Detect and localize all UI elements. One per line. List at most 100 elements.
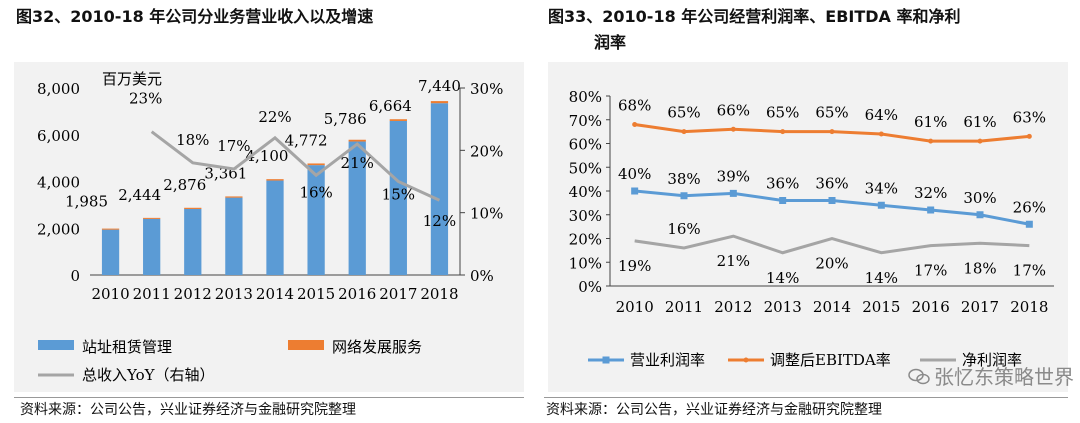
left-source-divider xyxy=(14,397,524,398)
bar-total-label: 1,985 xyxy=(65,193,108,211)
y-tick-label: 2,000 xyxy=(37,220,80,238)
y-tick-label: 40% xyxy=(569,183,602,201)
x-tick-label: 2012 xyxy=(714,298,752,316)
x-tick-label: 2015 xyxy=(297,285,335,303)
x-tick-label: 2014 xyxy=(256,285,294,303)
legend-marker-ebitda-margin xyxy=(743,357,749,363)
y-tick-label: 4,000 xyxy=(37,174,80,192)
x-tick-label: 2011 xyxy=(665,298,703,316)
left-figure-title: 图32、2010-18 年公司分业务营业收入以及增速 xyxy=(16,7,374,26)
bar-network-services xyxy=(225,196,243,198)
x-tick-label: 2010 xyxy=(616,298,654,316)
x-tick-label: 2010 xyxy=(91,285,129,303)
x-tick-label: 2013 xyxy=(215,285,253,303)
net-margin-label: 16% xyxy=(667,220,700,238)
yoy-label: 18% xyxy=(176,131,209,149)
ebitda-margin-marker xyxy=(730,126,736,132)
bar-network-services xyxy=(184,207,202,209)
y-tick-label: 8,000 xyxy=(37,80,80,98)
bar-site-leasing xyxy=(143,218,161,275)
bar-site-leasing xyxy=(430,103,449,275)
bar-total-label: 3,361 xyxy=(204,164,247,182)
operating-margin-label: 38% xyxy=(667,170,700,188)
bar-site-leasing xyxy=(307,165,325,275)
ebitda-margin-label: 65% xyxy=(766,104,799,122)
x-tick-label: 2013 xyxy=(764,298,802,316)
ebitda-margin-label: 64% xyxy=(865,106,898,124)
unit-label: 百万美元 xyxy=(102,70,162,88)
bar-site-leasing xyxy=(101,229,120,275)
operating-margin-label: 30% xyxy=(963,189,996,207)
bar-network-services xyxy=(430,101,449,104)
operating-margin-marker xyxy=(631,187,639,195)
bar-site-leasing xyxy=(225,197,243,275)
bar-network-services xyxy=(307,163,325,166)
ebitda-margin-marker xyxy=(977,138,983,144)
yoy-label: 23% xyxy=(129,90,162,108)
bar-site-leasing xyxy=(348,141,366,275)
net-margin-line xyxy=(634,234,1030,255)
bar-total-label: 6,664 xyxy=(369,97,412,115)
operating-margin-marker xyxy=(927,206,935,214)
net-margin-label: 19% xyxy=(618,257,651,275)
net-margin-label: 14% xyxy=(766,269,799,287)
legend-label-yoy: 总收入YoY（右轴） xyxy=(82,366,215,384)
y-tick-label: 60% xyxy=(569,136,602,154)
x-tick-label: 2015 xyxy=(862,298,900,316)
ebitda-margin-label: 61% xyxy=(963,113,996,131)
bar-network-services xyxy=(101,228,120,230)
legend-label-ebitda-margin: 调整后EBITDA率 xyxy=(770,351,891,369)
ebitda-margin-label: 65% xyxy=(667,104,700,122)
x-tick-label: 2012 xyxy=(174,285,212,303)
right-figure: 图33、2010-18 年公司经营利润率、EBITDA 率和净利 润率 0% 10… xyxy=(540,0,1080,423)
legend-label-net-margin: 净利润率 xyxy=(962,351,1022,369)
right-figure-title: 图33、2010-18 年公司经营利润率、EBITDA 率和净利 xyxy=(548,7,961,26)
y-tick-label: 30% xyxy=(569,207,602,225)
x-tick-label: 2016 xyxy=(338,285,376,303)
right-figure-title-continued: 润率 xyxy=(594,33,627,52)
ebitda-margin-marker xyxy=(780,129,786,135)
watermark-text: 张忆东策略世界 xyxy=(934,365,1074,389)
ebitda-margin-marker xyxy=(681,129,687,135)
legend-swatch-site-leasing xyxy=(38,340,74,350)
y-tick-label: 10% xyxy=(569,254,602,272)
yoy-line xyxy=(150,130,441,202)
yoy-label: 22% xyxy=(258,108,291,126)
net-margin-label: 21% xyxy=(717,252,750,270)
net-margin-label: 14% xyxy=(865,269,898,287)
bar-site-leasing xyxy=(184,208,202,275)
ebitda-margin-marker xyxy=(632,122,638,127)
ebitda-margin-label: 68% xyxy=(618,97,651,115)
operating-margin-marker xyxy=(1025,220,1033,228)
watermark: 张忆东策略世界 xyxy=(908,361,1074,390)
legend-label-operating-margin: 营业利润率 xyxy=(630,351,705,369)
legend-label-site-leasing: 站址租赁管理 xyxy=(82,338,172,356)
x-tick-label: 2017 xyxy=(961,298,999,316)
y-tick-label: 6,000 xyxy=(37,127,80,145)
legend-label-network-services: 网络发展服务 xyxy=(332,338,422,356)
ebitda-margin-label: 65% xyxy=(815,104,848,122)
margin-chart: 0% 10% 20% 30% 40% 50% 60% 70% 80% 2010 2011 2012 20… xyxy=(569,88,1054,369)
bar-total-label: 5,786 xyxy=(324,110,367,128)
right-chart-area: 0% 10% 20% 30% 40% 50% 60% 70% 80% 2010 2011 2012 20… xyxy=(548,62,1068,392)
left-figure: 图32、2010-18 年公司分业务营业收入以及增速 0 2,000 4,000 6,… xyxy=(14,7,524,418)
bar-network-services xyxy=(389,119,407,121)
bar-total-label: 7,440 xyxy=(418,77,461,95)
operating-margin-marker xyxy=(779,197,787,204)
ebitda-margin-marker xyxy=(1026,133,1032,139)
operating-margin-label: 32% xyxy=(914,184,947,202)
y2-tick-label: 20% xyxy=(470,142,503,160)
left-source-note: 资料来源：公司公告，兴业证券经济与金融研究院整理 xyxy=(20,402,356,418)
operating-margin-label: 36% xyxy=(766,175,799,193)
bar-site-leasing xyxy=(266,180,284,275)
operating-margin-marker xyxy=(729,189,737,197)
ebitda-margin-label: 61% xyxy=(914,113,947,131)
x-tick-label: 2014 xyxy=(813,298,851,316)
ebitda-margin-marker xyxy=(829,129,835,135)
operating-margin-marker xyxy=(976,211,984,219)
right-source-divider xyxy=(544,397,1068,398)
legend-marker-operating-margin xyxy=(602,356,610,364)
ebitda-margin-label: 63% xyxy=(1013,108,1046,126)
y-tick-label: 0% xyxy=(578,278,602,296)
operating-margin-marker xyxy=(828,197,836,204)
